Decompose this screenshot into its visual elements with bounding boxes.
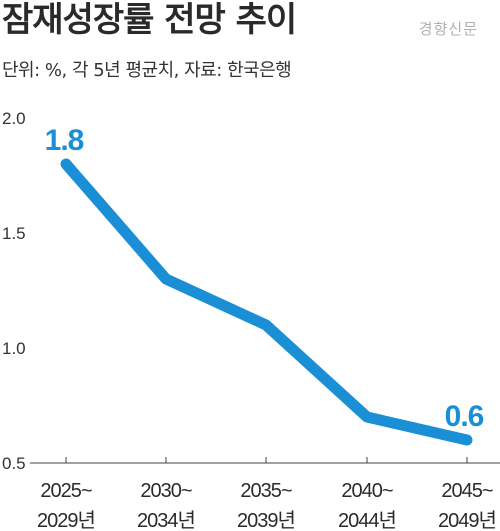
x-tick-label: 2029년 (37, 509, 95, 531)
y-tick-label: 1.0 (2, 339, 26, 358)
x-tick-label: 2044년 (338, 509, 396, 531)
x-tick-label: 2040~ (341, 480, 392, 502)
y-tick-label: 0.5 (2, 454, 26, 473)
x-tick-label: 2034년 (137, 509, 195, 531)
x-tick-label: 2030~ (140, 480, 191, 502)
series-line (60, 158, 473, 446)
x-tick-label: 2035~ (240, 480, 291, 502)
y-tick-label: 2.0 (2, 109, 26, 128)
data-label: 0.6 (445, 400, 484, 433)
publisher-logo: 경향신문 (418, 20, 478, 38)
data-label: 1.8 (45, 124, 84, 157)
data-labels: 1.8 0.6 (45, 124, 485, 433)
y-axis-ticks: 2.0 1.5 1.0 0.5 (2, 109, 26, 473)
x-axis-labels: 2025~ 2029년 2030~ 2034년 2035~ 2039년 2040~ 2044년… (37, 480, 497, 531)
x-axis-tick-marks (65, 457, 468, 463)
y-tick-label: 1.5 (2, 224, 26, 243)
x-tick-label: 2045~ (441, 480, 492, 502)
x-tick-label: 2025~ (40, 480, 91, 502)
x-tick-label: 2049년 (438, 509, 496, 531)
chart-subtitle: 단위: %, 각 5년 평균치, 자료: 한국은행 (2, 60, 292, 81)
chart-title: 잠재성장률 전망 추이 (2, 0, 297, 40)
x-tick-label: 2039년 (237, 509, 295, 531)
